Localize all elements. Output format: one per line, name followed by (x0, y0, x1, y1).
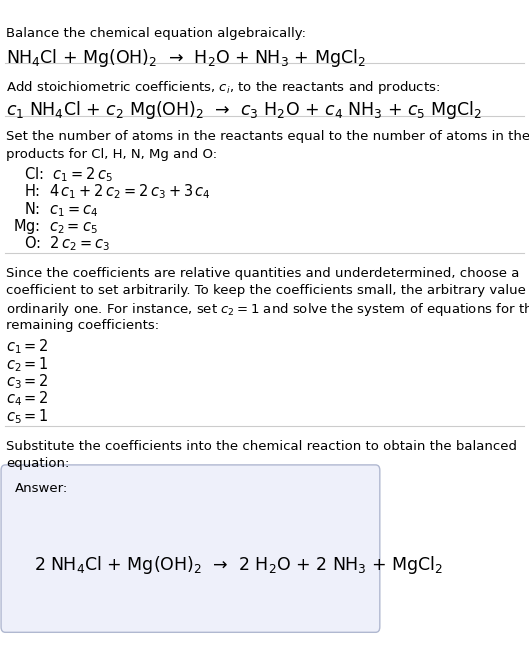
Text: products for Cl, H, N, Mg and O:: products for Cl, H, N, Mg and O: (6, 148, 217, 161)
Text: Since the coefficients are relative quantities and underdetermined, choose a: Since the coefficients are relative quan… (6, 267, 519, 279)
Text: Set the number of atoms in the reactants equal to the number of atoms in the: Set the number of atoms in the reactants… (6, 130, 529, 143)
Text: Add stoichiometric coefficients, $c_i$, to the reactants and products:: Add stoichiometric coefficients, $c_i$, … (6, 79, 441, 95)
Text: $c_4 = 2$: $c_4 = 2$ (6, 390, 49, 408)
Text: H:  $4\,c_1 + 2\,c_2 = 2\,c_3 + 3\,c_4$: H: $4\,c_1 + 2\,c_2 = 2\,c_3 + 3\,c_4$ (24, 183, 211, 201)
Text: $c_5 = 1$: $c_5 = 1$ (6, 407, 49, 426)
Text: O:  $2\,c_2 = c_3$: O: $2\,c_2 = c_3$ (24, 235, 110, 253)
Text: ordinarily one. For instance, set $c_2 = 1$ and solve the system of equations fo: ordinarily one. For instance, set $c_2 =… (6, 301, 529, 318)
Text: Balance the chemical equation algebraically:: Balance the chemical equation algebraica… (6, 27, 306, 39)
Text: $c_1 = 2$: $c_1 = 2$ (6, 338, 49, 356)
Text: NH$_4$Cl + Mg(OH)$_2$  →  H$_2$O + NH$_3$ + MgCl$_2$: NH$_4$Cl + Mg(OH)$_2$ → H$_2$O + NH$_3$ … (6, 47, 366, 69)
Text: coefficient to set arbitrarily. To keep the coefficients small, the arbitrary va: coefficient to set arbitrarily. To keep … (6, 284, 529, 297)
Text: $c_3 = 2$: $c_3 = 2$ (6, 372, 49, 391)
FancyBboxPatch shape (1, 465, 380, 632)
Text: equation:: equation: (6, 457, 70, 470)
Text: remaining coefficients:: remaining coefficients: (6, 319, 159, 331)
Text: $c_2 = 1$: $c_2 = 1$ (6, 355, 49, 374)
Text: Mg:  $c_2 = c_5$: Mg: $c_2 = c_5$ (13, 217, 98, 236)
Text: 2 NH$_4$Cl + Mg(OH)$_2$  →  2 H$_2$O + 2 NH$_3$ + MgCl$_2$: 2 NH$_4$Cl + Mg(OH)$_2$ → 2 H$_2$O + 2 N… (34, 554, 444, 576)
Text: N:  $c_1 = c_4$: N: $c_1 = c_4$ (24, 200, 98, 219)
Text: $c_1$ NH$_4$Cl + $c_2$ Mg(OH)$_2$  →  $c_3$ H$_2$O + $c_4$ NH$_3$ + $c_5$ MgCl$_: $c_1$ NH$_4$Cl + $c_2$ Mg(OH)$_2$ → $c_3… (6, 99, 482, 121)
Text: Cl:  $c_1 = 2\,c_5$: Cl: $c_1 = 2\,c_5$ (24, 165, 113, 184)
Text: Answer:: Answer: (15, 482, 68, 494)
Text: Substitute the coefficients into the chemical reaction to obtain the balanced: Substitute the coefficients into the che… (6, 440, 517, 452)
